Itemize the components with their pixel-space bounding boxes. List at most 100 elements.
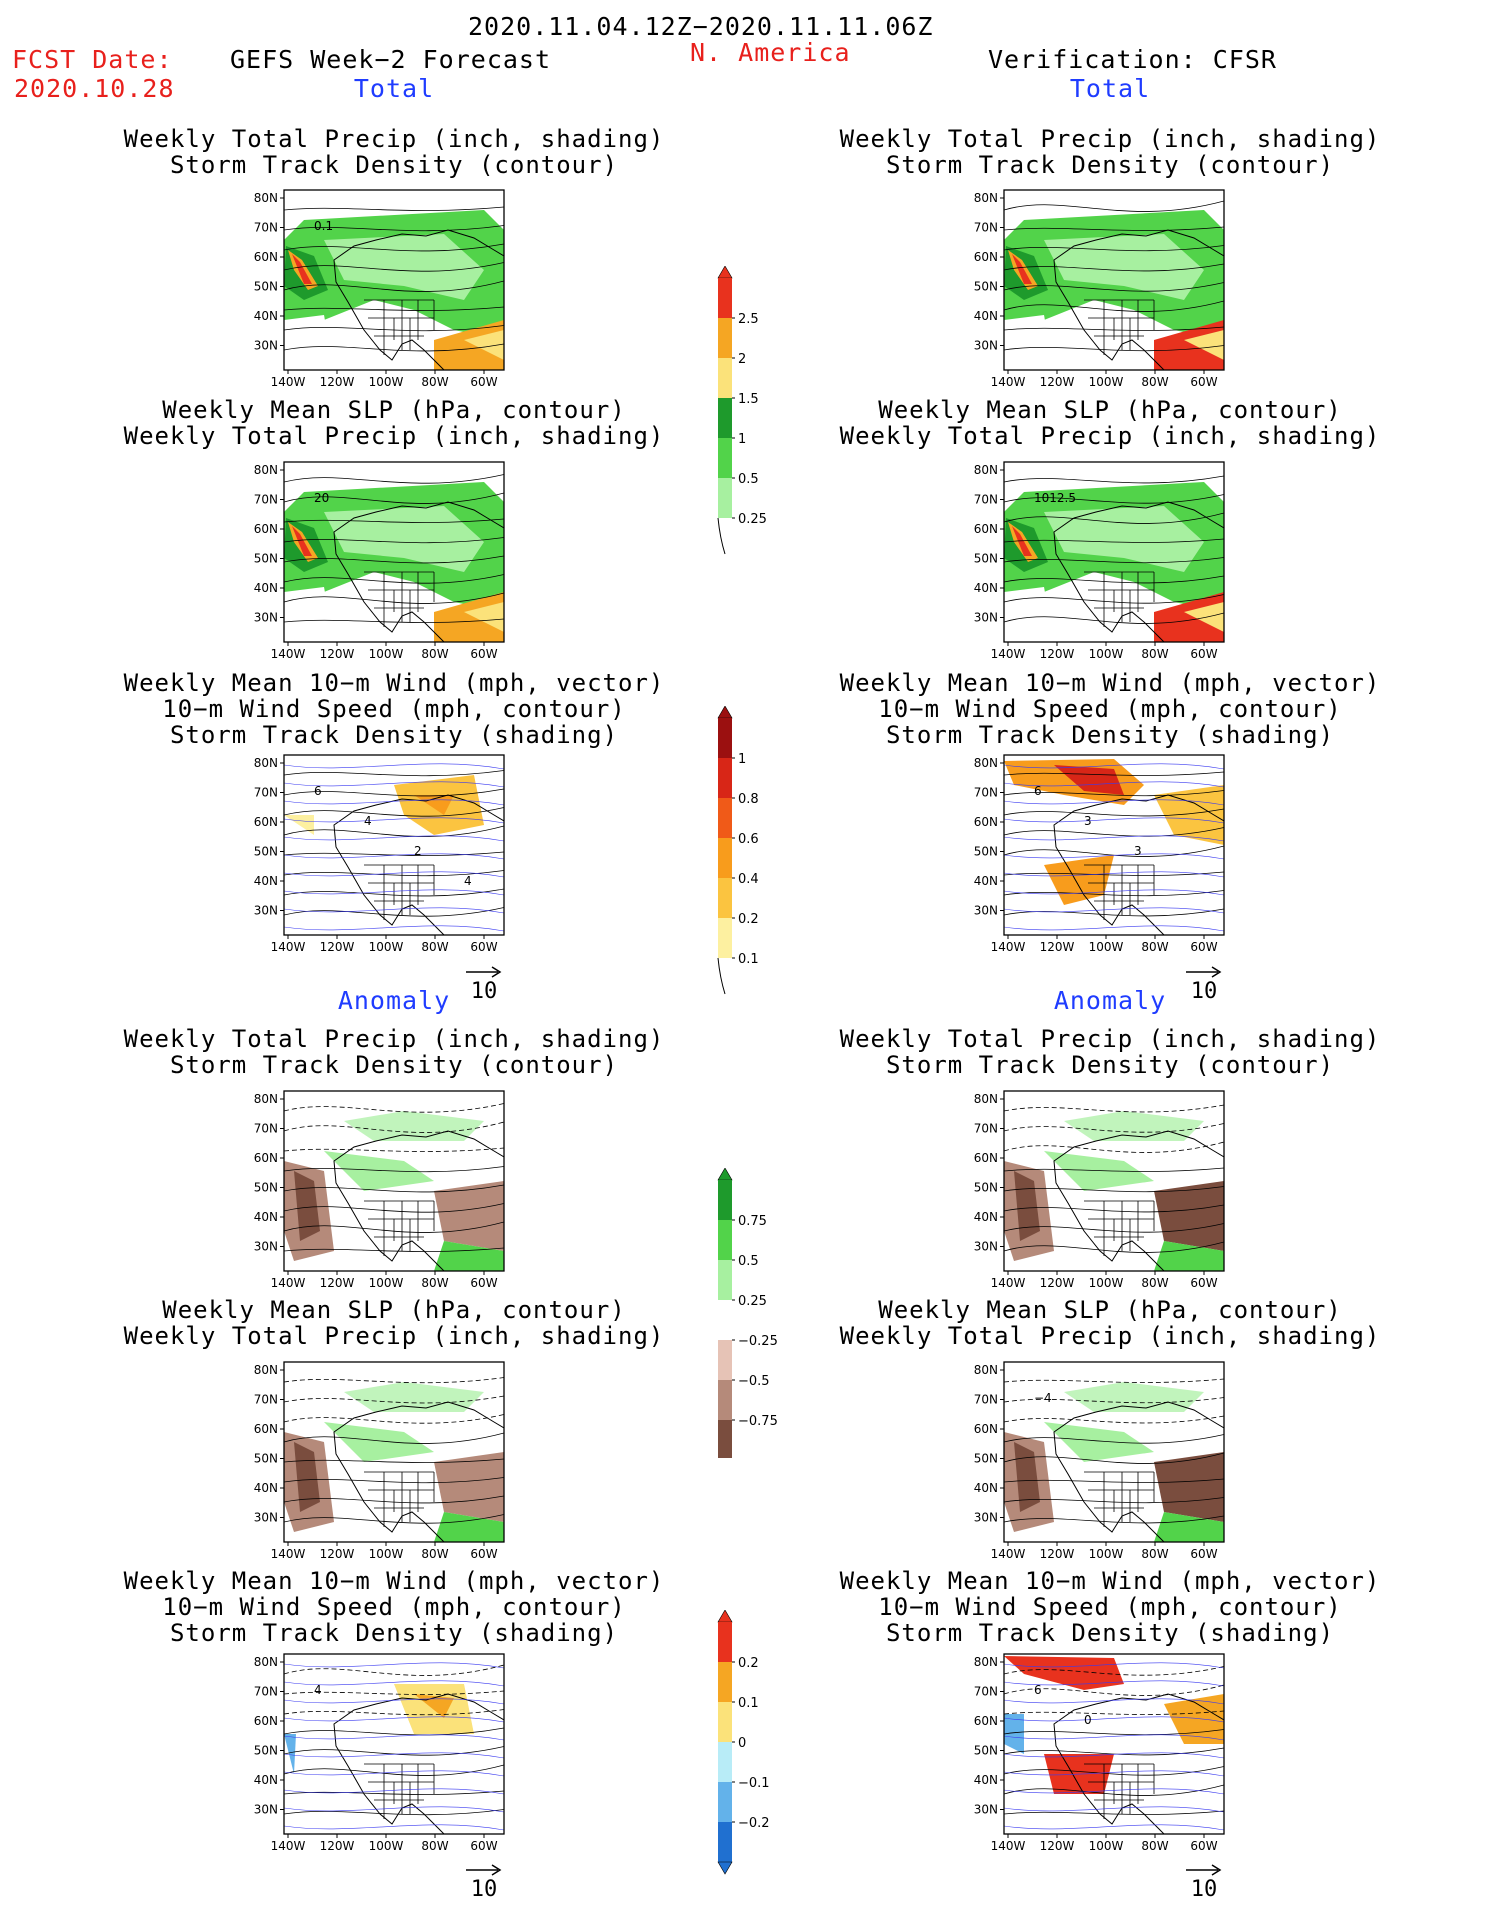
shaded-region — [344, 1111, 484, 1141]
colorbar-label: 1.5 — [738, 392, 759, 407]
lat-tick-label: 50N — [254, 1744, 278, 1758]
lon-tick-label: 80W — [1141, 1839, 1168, 1853]
arrow-right-icon — [1186, 966, 1222, 978]
lat-tick-label: 80N — [254, 1092, 278, 1106]
lat-tick-label: 70N — [254, 786, 278, 800]
lat-tick-label: 60N — [254, 815, 278, 829]
colorbar-swatch — [718, 398, 732, 438]
colorbar-swatch — [718, 878, 732, 918]
shaded-region — [1154, 1512, 1224, 1542]
lon-tick-label: 80W — [421, 1839, 448, 1853]
map-field — [284, 462, 504, 642]
lat-tick-label: 50N — [974, 1744, 998, 1758]
shaded-region — [464, 602, 504, 632]
panel-title-verif-anom-precip: Weekly Total Precip (inch, shading) Storm… — [839, 1025, 1381, 1079]
colorbar-label: 0.25 — [738, 512, 767, 527]
lon-tick-label: 80W — [1141, 940, 1168, 954]
colorbar-swatch — [717, 1610, 733, 1623]
shaded-region — [294, 1442, 320, 1512]
colorbar-swatch — [718, 758, 732, 798]
lat-tick-label: 50N — [974, 1452, 998, 1466]
colorbar-swatch — [718, 1662, 732, 1702]
vector-reference-label: 10 — [470, 1877, 498, 1902]
fcst-date-label: FCST Date: — [12, 45, 173, 74]
lat-tick-label: 60N — [974, 250, 998, 264]
colorbar-label: −0.75 — [738, 1414, 778, 1429]
section-total-left: Total — [353, 74, 435, 103]
lon-tick-label: 80W — [1141, 1276, 1168, 1290]
colorbar-swatch — [718, 1380, 732, 1420]
panel-title-fcst-anom-wind: Weekly Mean 10−m Wind (mph, vector) 10−m … — [123, 1567, 665, 1647]
panel-title-fcst-total-slp: Weekly Mean SLP (hPa, contour) Weekly Tot… — [123, 396, 665, 450]
colorbar-swatch — [718, 918, 732, 958]
contour-label: 6 — [1034, 784, 1042, 798]
colorbar-swatch — [718, 1822, 732, 1862]
shaded-region — [434, 1452, 504, 1522]
lat-tick-label: 40N — [254, 1481, 278, 1495]
colorbar-swatch — [718, 1702, 732, 1742]
panel-title-verif-total-precip: Weekly Total Precip (inch, shading) Storm… — [839, 125, 1381, 179]
contour-label: 0.1 — [314, 219, 333, 233]
lon-tick-label: 100W — [369, 647, 404, 661]
contour-label: 1012.5 — [1034, 491, 1076, 505]
shaded-region — [344, 1382, 484, 1412]
colorbar-swatch — [718, 1420, 732, 1458]
colorbar-swatch — [718, 438, 732, 478]
lat-tick-label: 30N — [974, 611, 998, 625]
colorbar-swatch — [718, 318, 732, 358]
lon-tick-label: 140W — [271, 1839, 306, 1853]
map-panel: 6 0 80N 70N 60N 50N 40N 30N 140W 120W 100W 80W 60W — [974, 1653, 1225, 1853]
lat-tick-label: 80N — [974, 756, 998, 770]
colorbar-label: 0.1 — [738, 1696, 759, 1711]
lon-tick-label: 80W — [421, 1547, 448, 1561]
shaded-region — [1004, 1656, 1124, 1690]
lat-tick-label: 30N — [974, 904, 998, 918]
lon-tick-label: 140W — [271, 647, 306, 661]
lon-tick-label: 140W — [271, 375, 306, 389]
colorbar-swatch — [718, 1622, 732, 1662]
shaded-region — [1064, 1382, 1204, 1412]
lon-tick-label: 120W — [1040, 1547, 1075, 1561]
shaded-region — [292, 254, 312, 284]
lat-tick-label: 70N — [974, 786, 998, 800]
lon-tick-label: 100W — [369, 1839, 404, 1853]
lat-tick-label: 30N — [974, 339, 998, 353]
shaded-region — [434, 592, 504, 642]
colorbar-swatch — [718, 1742, 732, 1782]
map-panel: 80N 70N 60N 50N 40N 30N 140W 120W 100W 80W 60W — [974, 1090, 1225, 1290]
lat-tick-label: 30N — [974, 1511, 998, 1525]
lon-tick-label: 120W — [1040, 940, 1075, 954]
lon-tick-label: 100W — [1089, 1276, 1124, 1290]
shaded-region — [1184, 330, 1224, 360]
lat-tick-label: 40N — [974, 1481, 998, 1495]
shaded-region — [1154, 320, 1224, 370]
colorbar-swatch — [717, 266, 733, 279]
lon-tick-label: 140W — [991, 1276, 1026, 1290]
lon-tick-label: 80W — [1141, 375, 1168, 389]
colorbar-label: −0.5 — [738, 1374, 770, 1389]
lat-tick-label: 30N — [254, 904, 278, 918]
vector-reference-label: 10 — [1190, 979, 1218, 1004]
contour-label: 4 — [364, 814, 372, 828]
shaded-region — [284, 1734, 296, 1774]
lat-tick-label: 30N — [254, 1803, 278, 1817]
lon-tick-label: 60W — [1190, 1276, 1217, 1290]
lon-tick-label: 120W — [1040, 647, 1075, 661]
colorbar-swatch — [718, 838, 732, 878]
lat-tick-label: 40N — [254, 874, 278, 888]
map-field — [284, 755, 504, 935]
lat-tick-label: 60N — [974, 1714, 998, 1728]
lat-tick-label: 50N — [974, 280, 998, 294]
lon-tick-label: 120W — [320, 375, 355, 389]
map-field — [1004, 755, 1224, 935]
section-total-right: Total — [1069, 74, 1151, 103]
colorbar-swatch — [717, 706, 733, 719]
colorbar-label: 0.5 — [738, 1254, 759, 1269]
colorbar-label: 0.75 — [738, 1214, 767, 1229]
panel-title-verif-anom-slp: Weekly Mean SLP (hPa, contour) Weekly Tot… — [839, 1296, 1381, 1350]
lat-tick-label: 30N — [254, 339, 278, 353]
lon-tick-label: 140W — [271, 1547, 306, 1561]
colorbar-label: 0.2 — [738, 1656, 759, 1671]
lon-tick-label: 140W — [991, 1839, 1026, 1853]
map-panel: 0.1 80N 70N 60N 50N 40N 30N 140W 120W 100W 80W 60W — [254, 189, 505, 389]
